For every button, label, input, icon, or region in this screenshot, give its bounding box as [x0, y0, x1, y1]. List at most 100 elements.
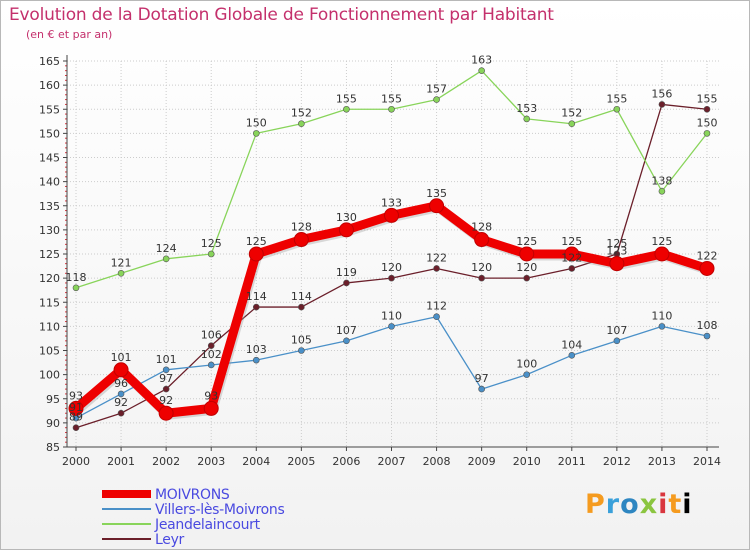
data-point-jeandelaincourt — [343, 105, 350, 113]
data-label-leyr: 119 — [336, 266, 357, 279]
data-label-jeandelaincourt: 157 — [426, 83, 447, 96]
y-tick-label: 125 — [39, 248, 60, 261]
data-point-leyr — [117, 409, 125, 417]
y-tick-label: 110 — [39, 320, 60, 333]
data-label-jeandelaincourt: 138 — [651, 174, 672, 187]
x-tick-label: 2004 — [242, 455, 270, 468]
data-label-leyr: 120 — [516, 261, 537, 274]
x-tick-label: 2001 — [107, 455, 135, 468]
data-labels: 89 92 97 106 114 114 119 120 122 120 120 122 125 156 1… — [66, 54, 718, 424]
x-tick-label: 2007 — [378, 455, 406, 468]
data-label-villers-l-s-moivrons: 97 — [475, 372, 489, 385]
data-label-villers-l-s-moivrons: 104 — [561, 338, 582, 351]
x-tick-label: 2008 — [423, 455, 451, 468]
logo-letter: t — [668, 489, 683, 520]
data-label-leyr: 114 — [246, 290, 267, 303]
data-label-jeandelaincourt: 152 — [291, 107, 312, 120]
data-point-villers-l-s-moivrons — [162, 366, 170, 374]
data-label-moivrons: 128 — [291, 221, 312, 234]
data-label-moivrons: 122 — [697, 249, 718, 262]
y-tick-label: 155 — [39, 103, 60, 116]
data-label-leyr: 125 — [606, 237, 627, 250]
data-label-moivrons: 135 — [426, 187, 447, 200]
data-point-jeandelaincourt — [658, 187, 666, 195]
chart-subtitle: (en € et par an) — [26, 28, 113, 41]
data-label-jeandelaincourt: 153 — [516, 102, 537, 115]
data-label-moivrons: 101 — [111, 351, 132, 364]
data-point-moivrons — [203, 400, 219, 416]
data-label-moivrons: 93 — [69, 389, 83, 402]
x-tick-label: 2003 — [197, 455, 225, 468]
y-tick-label: 165 — [39, 55, 60, 68]
data-point-villers-l-s-moivrons — [298, 347, 305, 354]
data-point-moivrons — [564, 246, 580, 262]
data-label-leyr: 155 — [697, 92, 718, 105]
data-label-leyr: 89 — [69, 411, 83, 424]
data-label-villers-l-s-moivrons: 102 — [201, 348, 222, 361]
data-point-leyr — [388, 274, 395, 282]
data-label-villers-l-s-moivrons: 107 — [336, 324, 357, 337]
data-label-moivrons: 125 — [516, 235, 537, 248]
data-point-jeandelaincourt — [478, 67, 485, 74]
data-label-villers-l-s-moivrons: 101 — [156, 353, 177, 366]
data-label-villers-l-s-moivrons: 108 — [697, 319, 718, 332]
logo-letter: i — [658, 489, 669, 520]
data-point-villers-l-s-moivrons — [117, 390, 125, 398]
data-label-villers-l-s-moivrons: 100 — [516, 358, 537, 371]
data-point-villers-l-s-moivrons — [703, 332, 711, 340]
x-tick-label: 2005 — [287, 455, 315, 468]
data-point-moivrons — [654, 246, 670, 262]
data-label-jeandelaincourt: 118 — [66, 271, 87, 284]
data-label-moivrons: 128 — [471, 221, 492, 234]
data-label-leyr: 122 — [426, 251, 447, 264]
data-label-leyr: 120 — [381, 261, 402, 274]
logo-letter: o — [620, 489, 640, 520]
data-label-leyr: 120 — [471, 261, 492, 274]
data-point-leyr — [298, 303, 305, 311]
data-point-leyr — [433, 265, 440, 272]
data-label-jeandelaincourt: 152 — [561, 107, 582, 120]
x-tick-label: 2010 — [513, 455, 541, 468]
data-label-villers-l-s-moivrons: 110 — [651, 309, 672, 322]
y-tick-label: 115 — [39, 296, 60, 309]
data-point-moivrons — [519, 246, 535, 262]
series-group — [68, 67, 715, 432]
data-label-leyr: 97 — [159, 372, 173, 385]
data-point-leyr — [343, 279, 350, 287]
x-tick-label: 2009 — [468, 455, 496, 468]
data-point-leyr — [658, 101, 666, 108]
data-label-jeandelaincourt: 150 — [246, 116, 267, 129]
data-point-leyr — [568, 265, 576, 272]
data-point-villers-l-s-moivrons — [478, 385, 485, 393]
data-point-moivrons — [338, 222, 354, 238]
axes: 85 90 95 100 105 110 115 120 125 130 135 140 145 150 1… — [39, 55, 721, 468]
data-label-villers-l-s-moivrons: 91 — [69, 401, 83, 414]
data-point-villers-l-s-moivrons — [343, 337, 350, 345]
data-label-moivrons: 125 — [651, 235, 672, 248]
data-point-leyr — [478, 274, 485, 282]
data-point-jeandelaincourt — [523, 115, 531, 123]
data-point-jeandelaincourt — [252, 130, 260, 137]
data-point-moivrons — [474, 232, 490, 248]
data-point-leyr — [523, 274, 531, 282]
data-point-villers-l-s-moivrons — [252, 356, 260, 364]
legend-label-leyr: Leyr — [155, 532, 185, 548]
data-point-moivrons — [609, 256, 625, 272]
x-tick-label: 2013 — [648, 455, 676, 468]
data-label-moivrons: 123 — [606, 245, 627, 258]
legend-label-moivrons: MOIVRONS — [155, 487, 230, 503]
logo-letter: P — [585, 489, 606, 520]
data-label-villers-l-s-moivrons: 96 — [114, 377, 128, 390]
data-point-jeandelaincourt — [703, 130, 711, 137]
y-tick-label: 90 — [46, 417, 60, 430]
chart-title: Evolution de la Dotation Globale de Fonc… — [9, 5, 554, 25]
data-point-leyr — [207, 342, 215, 349]
legend: MOIVRONSVillers-lès-MoivronsJeandelainco… — [102, 487, 285, 548]
data-label-leyr: 114 — [291, 290, 312, 303]
data-label-jeandelaincourt: 163 — [471, 54, 492, 67]
data-label-jeandelaincourt: 125 — [201, 237, 222, 250]
data-point-moivrons — [293, 232, 309, 248]
data-point-jeandelaincourt — [298, 120, 305, 128]
y-tick-label: 85 — [46, 441, 60, 454]
